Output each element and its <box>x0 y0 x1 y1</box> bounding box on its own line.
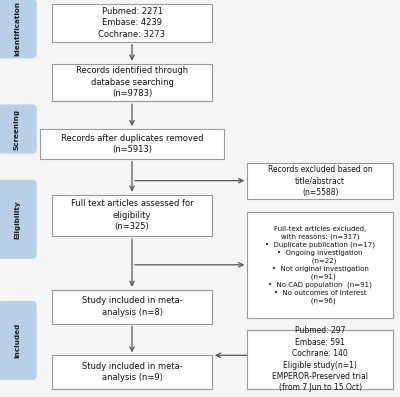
FancyBboxPatch shape <box>52 64 212 101</box>
Text: Identification: Identification <box>14 1 20 56</box>
Text: Records excluded based on
title/abstract
(n=5588): Records excluded based on title/abstract… <box>268 165 372 197</box>
FancyBboxPatch shape <box>247 163 393 198</box>
FancyBboxPatch shape <box>52 290 212 324</box>
Text: Records after duplicates removed
(n=5913): Records after duplicates removed (n=5913… <box>61 134 203 154</box>
FancyBboxPatch shape <box>52 355 212 389</box>
FancyBboxPatch shape <box>0 301 37 380</box>
Text: Included: Included <box>14 323 20 358</box>
FancyBboxPatch shape <box>52 4 212 42</box>
FancyBboxPatch shape <box>40 129 224 159</box>
FancyBboxPatch shape <box>0 180 37 259</box>
FancyBboxPatch shape <box>0 104 37 154</box>
Text: Full-text articles excluded,
with reasons: (n=317)
•  Duplicate publication (n=1: Full-text articles excluded, with reason… <box>265 225 375 304</box>
Text: Records identified through
database searching
(n=9783): Records identified through database sear… <box>76 66 188 98</box>
Text: Study included in meta-
analysis (n=9): Study included in meta- analysis (n=9) <box>82 362 182 382</box>
Text: Pubmed: 297
Embase: 591
Cochrane: 140
Eligible study(n=1)
EMPEROR-Preserved tria: Pubmed: 297 Embase: 591 Cochrane: 140 El… <box>272 326 368 392</box>
FancyBboxPatch shape <box>247 212 393 318</box>
Text: Full text articles assessed for
eligibility
(n=325): Full text articles assessed for eligibil… <box>71 199 193 231</box>
Text: Eligibility: Eligibility <box>14 200 20 239</box>
Text: Pubmed: 2271
Embase: 4239
Cochrane: 3273: Pubmed: 2271 Embase: 4239 Cochrane: 3273 <box>98 7 166 39</box>
Text: Study included in meta-
analysis (n=8): Study included in meta- analysis (n=8) <box>82 297 182 317</box>
Text: Screening: Screening <box>14 108 20 150</box>
FancyBboxPatch shape <box>52 195 212 236</box>
FancyBboxPatch shape <box>0 0 37 58</box>
FancyBboxPatch shape <box>247 330 393 389</box>
